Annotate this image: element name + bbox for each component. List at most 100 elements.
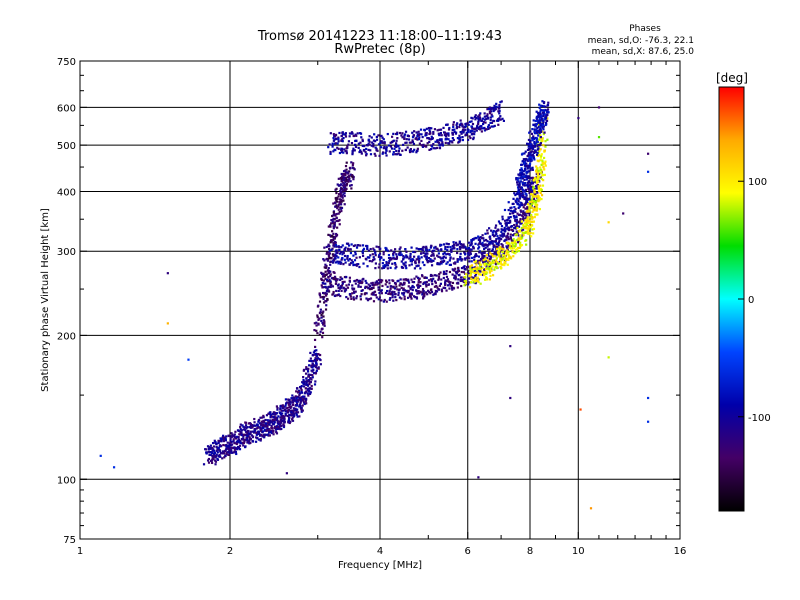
data-point [513,239,517,242]
data-point [396,131,399,134]
data-point [388,298,391,301]
data-point [282,406,285,409]
data-point [460,266,464,270]
data-point [456,243,459,246]
data-point [292,407,296,410]
data-point [405,289,408,293]
data-point [358,281,361,285]
data-point [522,189,525,192]
data-point [468,270,472,273]
data-point [367,286,370,289]
data-point [429,132,432,135]
data-point [534,149,537,152]
data-point [404,148,407,151]
data-point [497,220,501,223]
data-point [318,294,322,297]
data-point [330,222,333,225]
data-point [325,294,328,297]
data-point [525,164,528,168]
data-point [503,254,507,257]
data-point [332,214,335,217]
data-point [506,263,509,266]
data-point [368,284,372,288]
data-point [394,263,397,266]
data-point [501,254,505,257]
data-point [393,147,396,150]
data-point [313,349,316,352]
data-point [305,377,308,380]
data-point [501,263,504,266]
data-point [268,423,271,426]
data-point [597,106,601,109]
data-point [535,180,538,183]
data-point [268,429,272,432]
data-point [484,278,487,281]
data-point [352,296,355,299]
data-point [386,285,389,288]
data-point [395,253,398,256]
data-point [368,297,371,301]
data-point [477,122,480,126]
data-point [439,282,442,285]
data-point [344,188,347,192]
data-point [535,187,538,190]
data-point [315,364,318,367]
data-point [531,206,534,210]
data-point [531,228,534,231]
data-point [385,146,388,149]
data-point [542,179,545,182]
data-point [372,291,375,294]
data-point [238,441,241,444]
data-point [210,461,214,465]
data-point [212,445,216,448]
data-point [394,283,397,286]
data-point [354,253,357,256]
data-point [505,249,509,252]
data-point [244,429,247,432]
data-point [498,248,501,251]
data-point [273,416,276,419]
data-point [490,110,493,113]
data-point [524,231,527,234]
data-point [405,250,408,253]
data-point [321,331,325,335]
data-point [456,122,459,125]
data-point [421,135,424,139]
data-point [537,160,540,163]
data-point [354,290,357,293]
data-point [476,276,479,279]
data-point [498,109,501,113]
data-point [434,147,437,150]
data-point [377,278,381,282]
data-point [352,178,355,181]
data-point [479,259,482,262]
data-point [459,279,462,283]
data-point [322,323,325,326]
data-point [497,118,500,121]
data-point [361,254,365,257]
data-point [224,437,227,441]
data-point [392,250,395,254]
data-point [526,209,529,212]
data-point [296,415,299,418]
data-point [287,420,290,423]
data-point [401,149,404,152]
data-point [506,234,509,237]
data-point [501,244,504,247]
data-point [329,282,332,285]
data-point [520,177,523,180]
data-point [477,121,480,124]
data-point [531,216,534,219]
data-point [275,425,278,428]
data-point [501,117,504,120]
data-point [464,276,467,279]
data-point [395,153,399,156]
data-point [341,253,344,256]
data-point [539,156,543,159]
data-point [239,423,242,426]
data-point [235,442,238,446]
data-point [315,329,318,332]
data-point [496,247,499,251]
data-point [522,170,525,173]
data-point [529,189,532,192]
